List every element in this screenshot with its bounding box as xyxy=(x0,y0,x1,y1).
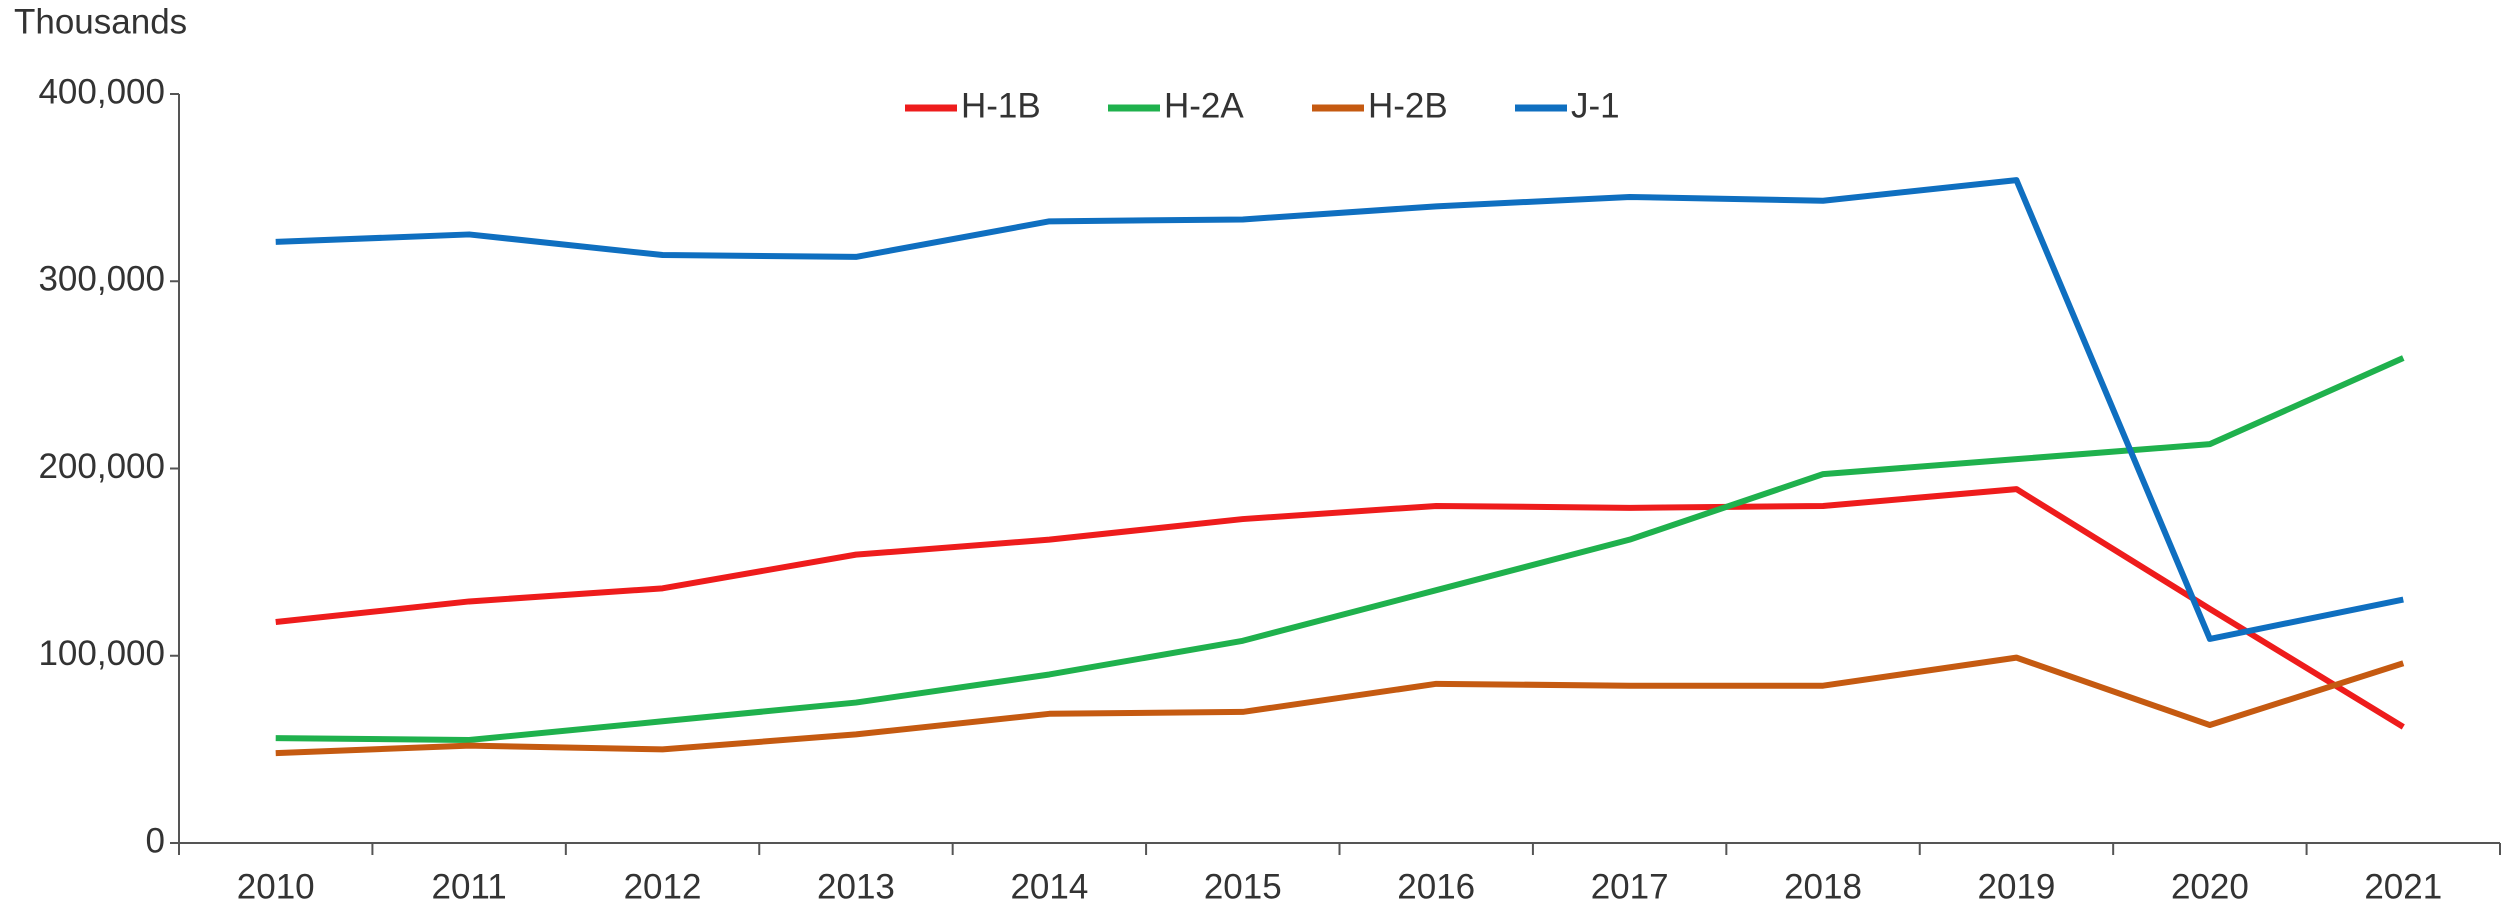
x-tick-label: 2017 xyxy=(1591,867,1669,906)
x-tick-label: 2010 xyxy=(237,867,315,906)
x-tick-label: 2021 xyxy=(2364,867,2442,906)
y-tick-label: 100,000 xyxy=(38,634,165,673)
series-line xyxy=(275,177,2404,642)
x-tick-label: 2013 xyxy=(817,867,895,906)
y-tick-label: 200,000 xyxy=(38,447,165,486)
x-tick-label: 2020 xyxy=(2171,867,2249,906)
legend-label: H-1B xyxy=(961,86,1041,125)
legend-label: J-1 xyxy=(1571,86,1620,125)
series-line xyxy=(275,654,2405,757)
y-tick-label: 300,000 xyxy=(38,260,165,299)
x-tick-label: 2018 xyxy=(1784,867,1862,906)
series-line xyxy=(275,486,2405,730)
x-tick-label: 2015 xyxy=(1204,867,1282,906)
series-line xyxy=(275,355,2405,744)
y-tick-label: 400,000 xyxy=(38,72,165,111)
y-tick-label: 0 xyxy=(146,821,165,860)
legend-label: H-2B xyxy=(1368,86,1448,125)
x-tick-label: 2014 xyxy=(1010,867,1088,906)
x-tick-label: 2019 xyxy=(1978,867,2056,906)
legend-label: H-2A xyxy=(1164,86,1244,125)
x-tick-label: 2012 xyxy=(624,867,702,906)
x-tick-label: 2016 xyxy=(1397,867,1475,906)
y-axis-label: Thousands xyxy=(14,2,187,41)
x-tick-label: 2011 xyxy=(431,867,506,906)
